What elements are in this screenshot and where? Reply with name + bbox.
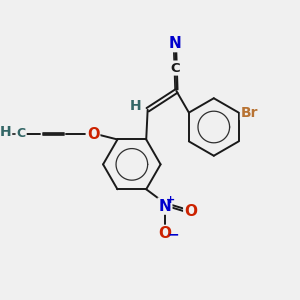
Text: +: + — [166, 195, 175, 205]
Text: O: O — [184, 204, 197, 219]
Text: N: N — [158, 199, 171, 214]
Text: C: C — [170, 61, 180, 75]
Text: C: C — [16, 127, 26, 140]
Text: −: − — [167, 227, 179, 241]
Text: Br: Br — [241, 106, 258, 120]
Text: H: H — [130, 99, 141, 113]
Text: H: H — [0, 125, 11, 139]
Text: O: O — [158, 226, 171, 241]
Text: O: O — [87, 127, 99, 142]
Text: N: N — [169, 36, 181, 51]
